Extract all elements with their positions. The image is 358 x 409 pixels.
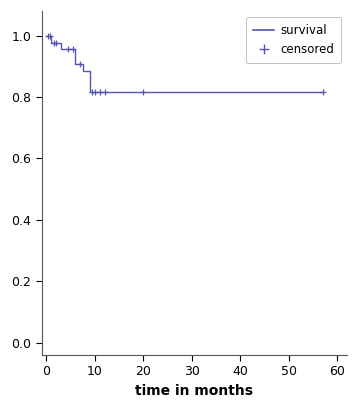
X-axis label: time in months: time in months: [135, 384, 253, 398]
Legend: survival, censored: survival, censored: [246, 17, 341, 63]
